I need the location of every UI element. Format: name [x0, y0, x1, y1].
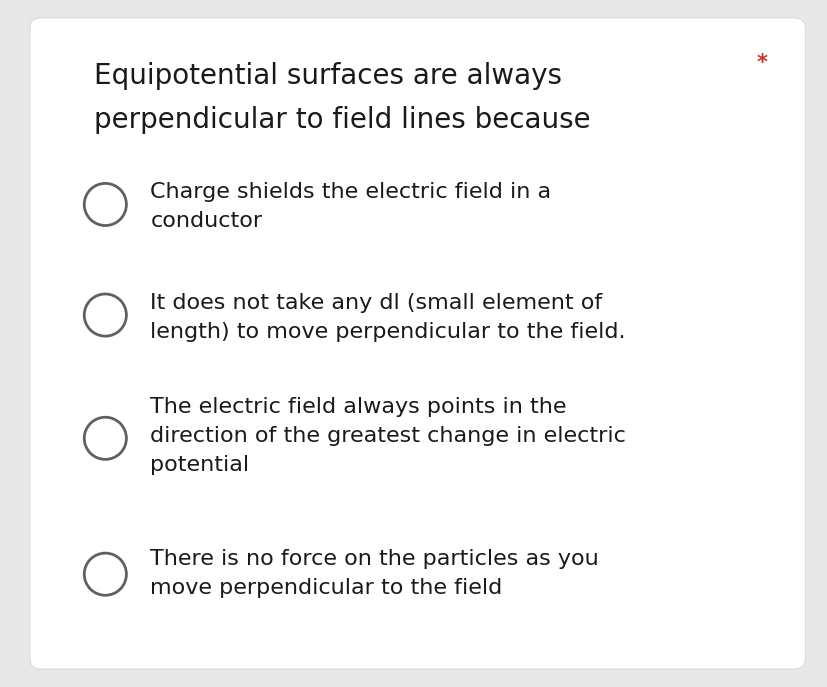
Text: The electric field always points in the
direction of the greatest change in elec: The electric field always points in the … — [151, 397, 626, 475]
Text: Charge shields the electric field in a
conductor: Charge shields the electric field in a c… — [151, 182, 552, 231]
Text: perpendicular to field lines because: perpendicular to field lines because — [94, 106, 590, 135]
Text: Equipotential surfaces are always: Equipotential surfaces are always — [94, 63, 562, 90]
FancyBboxPatch shape — [30, 18, 805, 669]
Text: There is no force on the particles as you
move perpendicular to the field: There is no force on the particles as yo… — [151, 549, 600, 598]
Text: It does not take any dl (small element of
length) to move perpendicular to the f: It does not take any dl (small element o… — [151, 293, 626, 341]
Text: *: * — [757, 53, 767, 73]
